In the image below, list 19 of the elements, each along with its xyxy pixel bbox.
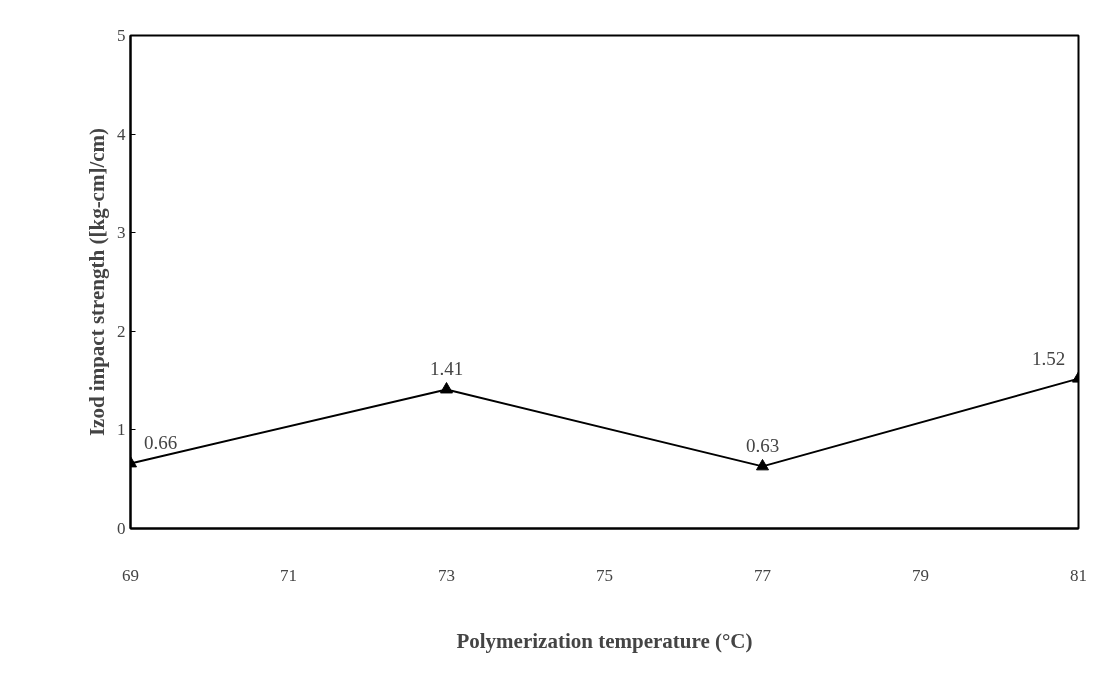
y-tick-label: 1: [117, 420, 126, 440]
y-axis-title: Izod impact strength ([kg-cm]/cm): [85, 127, 109, 437]
x-axis-title: Polymerization temperature (°C): [456, 628, 753, 653]
y-tick-label: 0: [117, 519, 126, 538]
data-label: 0.66: [143, 432, 178, 454]
x-tick-label: 81: [1070, 565, 1087, 585]
y-tick-label: 2: [117, 321, 126, 341]
x-tick-label: 73: [438, 565, 455, 585]
x-tick-label: 69: [122, 565, 139, 585]
x-tick-label: 75: [596, 565, 613, 585]
data-label: 1.41: [429, 358, 464, 380]
y-tick-label: 4: [117, 124, 126, 144]
data-label: 1.52: [1031, 347, 1066, 369]
x-tick-label: 79: [912, 565, 929, 585]
x-tick-label: 71: [280, 565, 297, 585]
x-tick-label: 77: [754, 565, 772, 585]
y-tick-label: 3: [117, 223, 126, 243]
data-label: 0.63: [745, 435, 780, 457]
y-tick-label: 5: [117, 26, 126, 45]
